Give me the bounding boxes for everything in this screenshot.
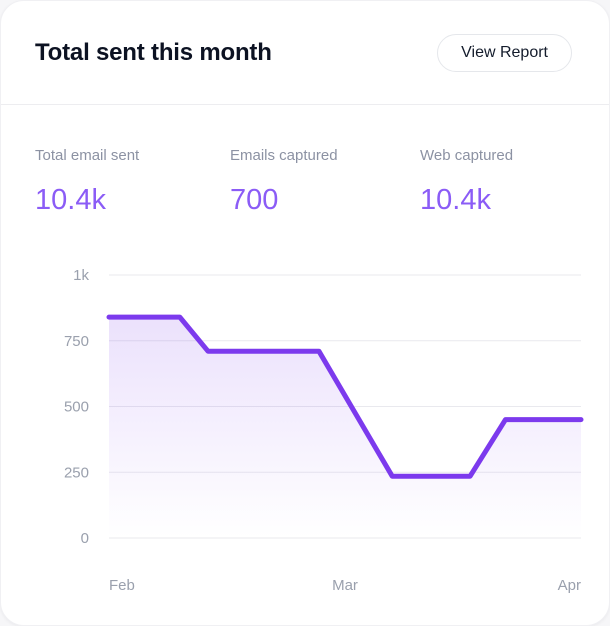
stat-label: Web captured bbox=[420, 147, 514, 164]
y-axis-tick-label: 1k bbox=[73, 267, 89, 284]
y-axis-tick-label: 750 bbox=[64, 333, 89, 350]
stat-value: 10.4k bbox=[35, 184, 106, 216]
view-report-button[interactable]: View Report bbox=[437, 33, 572, 72]
stat-value: 10.4k bbox=[420, 184, 491, 216]
stat-emails-captured: Emails captured 700 bbox=[230, 147, 420, 216]
page-title: Total sent this month bbox=[35, 38, 272, 66]
x-axis-tick-label: Feb bbox=[109, 577, 135, 594]
stat-label: Total email sent bbox=[35, 147, 140, 164]
chart-line bbox=[106, 314, 584, 479]
stat-web-captured: Web captured 10.4k bbox=[420, 147, 609, 216]
x-axis-tick-label: Mar bbox=[332, 577, 358, 594]
stats-row: Total email sent 10.4k Emails captured 7… bbox=[1, 105, 609, 216]
y-axis-tick-label: 250 bbox=[64, 464, 89, 481]
x-axis-tick-label: Apr bbox=[558, 577, 581, 594]
y-axis-tick-label: 0 bbox=[81, 530, 89, 547]
sent-trend-chart: 1k 750 500 250 0 Feb Mar Apr bbox=[64, 267, 584, 594]
y-axis-tick-label: 500 bbox=[64, 399, 89, 416]
card-header: Total sent this month View Report bbox=[1, 1, 609, 105]
stat-label: Emails captured bbox=[230, 147, 338, 164]
stat-value: 700 bbox=[230, 184, 279, 216]
chart-area-fill bbox=[109, 317, 581, 538]
stat-total-email-sent: Total email sent 10.4k bbox=[35, 147, 230, 216]
